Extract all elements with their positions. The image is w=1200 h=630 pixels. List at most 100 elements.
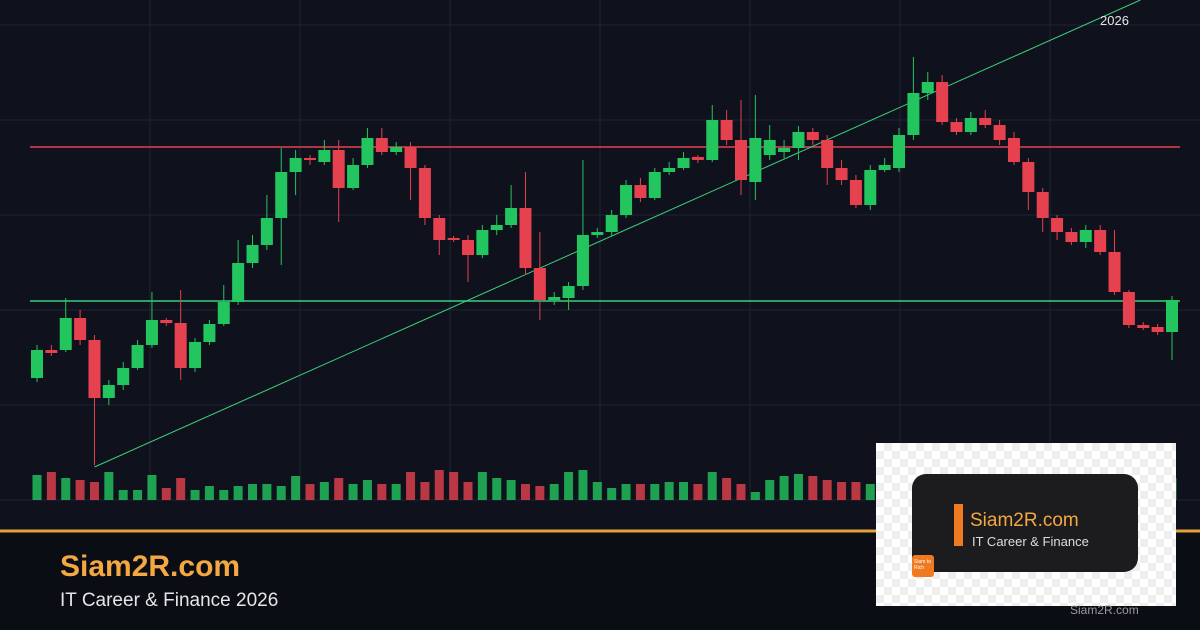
brand-title: Siam2R.com [60, 550, 241, 583]
volume-bar [837, 482, 847, 500]
candle-body [821, 140, 834, 168]
volume-bar [319, 482, 329, 500]
logo-card: Siam2R.com IT Career & Finance Siam to R… [876, 443, 1176, 606]
candle-body [1036, 192, 1049, 218]
candle-body [835, 168, 848, 180]
candle-body [519, 208, 532, 268]
volume-bar [46, 472, 56, 500]
candle-body [792, 132, 805, 148]
volume-bar [104, 472, 114, 500]
volume-bar [89, 482, 99, 500]
candle-body [1137, 325, 1150, 328]
footer: Siam2R.com [1070, 603, 1139, 617]
volume-bar [578, 470, 588, 500]
candle-body [303, 158, 316, 160]
candle-body [102, 385, 115, 398]
trend-line [94, 0, 1141, 468]
volume-bar [434, 470, 444, 500]
candle-body [318, 150, 331, 162]
volume-bar [276, 486, 286, 500]
volume-bar [248, 484, 258, 500]
candle-body [950, 122, 963, 132]
volume-bar [635, 484, 645, 500]
volume-bar [449, 472, 459, 500]
volume-bar [75, 480, 85, 500]
volume-bar [32, 475, 42, 500]
candle-body [447, 238, 460, 240]
volume-bar [176, 478, 186, 500]
volume-bar [161, 488, 171, 500]
volume-bar [118, 490, 128, 500]
candle-body [232, 263, 245, 302]
candle-body [88, 340, 101, 398]
candle-body [548, 297, 561, 300]
candle-body [1151, 327, 1164, 332]
volume-bar [664, 482, 674, 500]
candle-body [1022, 162, 1035, 192]
year-annotation: 2026 [1100, 13, 1129, 28]
candle-body [893, 135, 906, 168]
candle-body [217, 302, 230, 324]
candle-body [1108, 252, 1121, 292]
candle-body [864, 170, 877, 205]
card [912, 474, 1138, 572]
volume-bar [61, 478, 71, 500]
candle-body [806, 132, 819, 140]
candle-body [45, 350, 58, 353]
volume-bar [736, 484, 746, 500]
volume-bar [334, 478, 344, 500]
volume-bar [722, 478, 732, 500]
candle-body [117, 368, 130, 385]
volume-bar [492, 478, 502, 500]
candle-body [691, 157, 704, 160]
volume-bar [477, 472, 487, 500]
candle-body [505, 208, 518, 225]
volume-bar [549, 484, 559, 500]
candle-body [1065, 232, 1078, 242]
volume-bar [463, 482, 473, 500]
candle-body [174, 323, 187, 368]
volume-bar [362, 480, 372, 500]
candle-body [203, 324, 216, 342]
volume-bar [822, 480, 832, 500]
volume-bar [564, 472, 574, 500]
volume-bar [520, 484, 530, 500]
candle-body [1079, 230, 1092, 242]
logo: Siam to Rich [912, 555, 934, 577]
candle-body [433, 218, 446, 240]
volume-bar [851, 482, 861, 500]
candle-body [390, 147, 403, 152]
candle-body [634, 185, 647, 198]
card-subtitle: IT Career & Finance [972, 534, 1089, 549]
volume-bar [406, 472, 416, 500]
volume-bar [133, 490, 143, 500]
candle-body [979, 118, 992, 125]
candle-body [418, 168, 431, 218]
volume-bar [348, 484, 358, 500]
candle-body [347, 165, 360, 188]
candle-body [591, 232, 604, 235]
candle-body [189, 342, 202, 368]
candle-body [1007, 138, 1020, 162]
candle-body [749, 138, 762, 182]
volume-bar [765, 480, 775, 500]
candle-body [936, 82, 949, 122]
candle-body [921, 82, 934, 93]
candle-body [648, 172, 661, 198]
candle-body [778, 148, 791, 152]
candle-body [145, 320, 158, 345]
volume-bar [621, 484, 631, 500]
volume-bar [592, 482, 602, 500]
candle-body [289, 158, 302, 172]
candle-body [332, 150, 345, 188]
candle-body [1122, 292, 1135, 325]
candle-body [462, 240, 475, 255]
candle-body [1051, 218, 1064, 232]
candle-body [476, 230, 489, 255]
volume-bar [650, 484, 660, 500]
candle-body [361, 138, 374, 165]
volume-bar [190, 490, 200, 500]
volume-bar [291, 476, 301, 500]
candle-body [260, 218, 273, 245]
candle-body [562, 286, 575, 298]
